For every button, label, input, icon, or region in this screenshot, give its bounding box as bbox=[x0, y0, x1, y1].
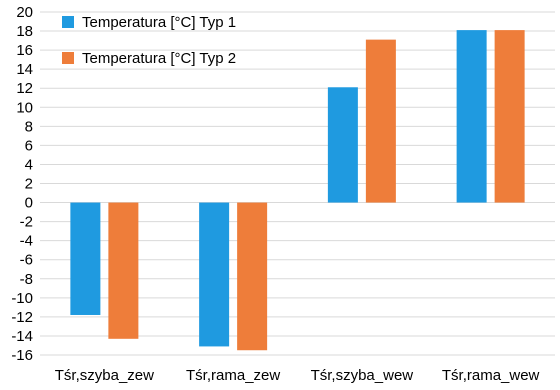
bar-series-2-cat-4 bbox=[494, 30, 525, 203]
y-tick-label: 18 bbox=[16, 23, 33, 40]
y-tick-label: -8 bbox=[20, 271, 33, 288]
y-tick-label: -2 bbox=[20, 214, 33, 231]
y-tick-label: -14 bbox=[11, 328, 33, 345]
y-tick-label: -4 bbox=[20, 233, 33, 250]
y-tick-label: 4 bbox=[25, 156, 33, 173]
bar-series-1-cat-2 bbox=[199, 202, 230, 347]
bar-series-1-cat-1 bbox=[70, 202, 101, 315]
legend-swatch bbox=[62, 52, 74, 64]
legend: Temperatura [°C] Typ 1 Temperatura [°C] T… bbox=[62, 14, 236, 67]
y-tick-label: 0 bbox=[25, 195, 33, 212]
bar-series-2-cat-3 bbox=[365, 39, 396, 203]
category-label: Tśr,rama_zew bbox=[186, 367, 280, 384]
y-tick-label: -16 bbox=[11, 347, 33, 364]
y-tick-label: 6 bbox=[25, 137, 33, 154]
category-label: Tśr,szyba_zew bbox=[55, 367, 154, 384]
y-tick-label: 16 bbox=[16, 42, 33, 59]
y-tick-label: -10 bbox=[11, 290, 33, 307]
category-label: Tśr,rama_wew bbox=[442, 367, 540, 384]
bar-series-2-cat-2 bbox=[237, 202, 268, 351]
y-tick-label: 8 bbox=[25, 118, 33, 135]
bar-series-2-cat-1 bbox=[108, 202, 139, 339]
legend-label: Temperatura [°C] Typ 1 bbox=[82, 14, 236, 31]
y-tick-label: -12 bbox=[11, 309, 33, 326]
category-labels: Tśr,szyba_zew Tśr,rama_zew Tśr,szyba_wew Tś… bbox=[55, 367, 540, 384]
category-label: Tśr,szyba_wew bbox=[311, 367, 414, 384]
bars bbox=[70, 30, 525, 351]
y-tick-label: 20 bbox=[16, 4, 33, 21]
y-tick-label: 12 bbox=[16, 80, 33, 97]
y-tick-label: 14 bbox=[16, 61, 33, 78]
y-tick-label: -6 bbox=[20, 252, 33, 269]
legend-swatch bbox=[62, 16, 74, 28]
y-tick-label: 2 bbox=[25, 176, 33, 193]
bar-series-1-cat-4 bbox=[456, 30, 487, 203]
bar-series-1-cat-3 bbox=[327, 87, 358, 203]
y-tick-label: 10 bbox=[16, 99, 33, 116]
legend-label: Temperatura [°C] Typ 2 bbox=[82, 50, 236, 67]
